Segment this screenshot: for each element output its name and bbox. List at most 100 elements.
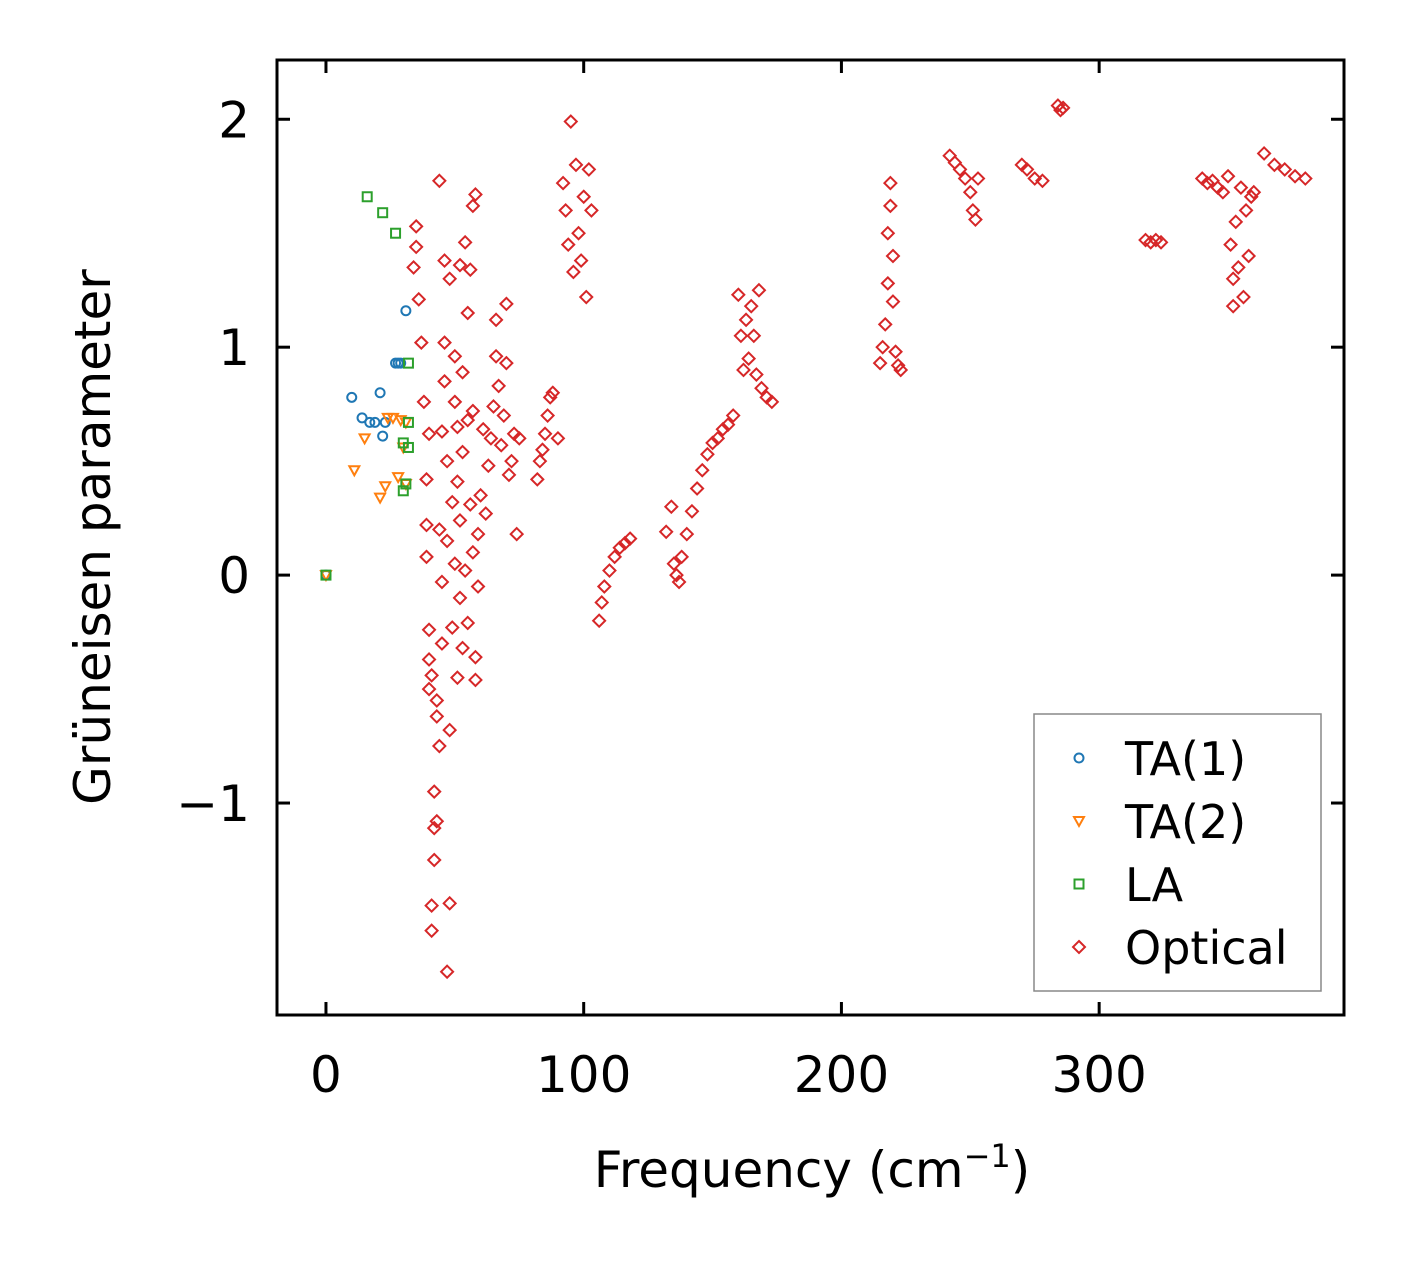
- point-optical: [449, 670, 465, 686]
- point-ta-2: [357, 433, 372, 446]
- point-optical: [488, 348, 504, 364]
- point-optical: [568, 157, 584, 173]
- point-optical: [431, 173, 447, 189]
- point-optical: [529, 471, 545, 487]
- legend-label-la: LA: [1125, 858, 1184, 912]
- point-optical: [509, 526, 525, 542]
- point-optical: [421, 426, 437, 442]
- point-optical: [540, 408, 556, 423]
- point-la: [320, 569, 332, 581]
- point-optical: [1241, 248, 1257, 264]
- point-ta-2: [373, 492, 387, 505]
- point-optical: [596, 579, 612, 594]
- point-optical: [877, 316, 893, 332]
- y-axis-ticks: −1 0 1 2: [176, 91, 1344, 833]
- point-optical: [746, 328, 762, 344]
- plot-frame: [275, 58, 1346, 1017]
- y-tick-label: 0: [218, 547, 250, 605]
- point-optical: [736, 362, 751, 378]
- point-optical: [658, 524, 674, 540]
- point-optical: [888, 344, 903, 360]
- point-la: [361, 191, 373, 203]
- point-optical: [429, 709, 445, 724]
- point-optical: [1233, 180, 1249, 196]
- point-optical: [406, 259, 422, 275]
- point-optical: [1027, 171, 1043, 186]
- point-optical: [970, 171, 986, 186]
- point-optical: [439, 453, 455, 469]
- point-optical: [565, 264, 581, 280]
- legend-marker-la: [1073, 878, 1085, 890]
- point-optical: [754, 380, 769, 396]
- point-optical: [486, 399, 501, 414]
- point-optical: [465, 403, 481, 419]
- point-optical: [751, 282, 767, 298]
- point-optical: [957, 171, 973, 186]
- point-optical: [1055, 100, 1071, 116]
- point-optical: [622, 531, 638, 547]
- point-ta-1: [374, 387, 386, 399]
- point-optical: [1225, 271, 1241, 287]
- point-optical: [504, 453, 519, 469]
- point-optical: [442, 722, 458, 738]
- point-optical: [880, 225, 896, 241]
- point-optical: [452, 512, 468, 528]
- point-optical: [671, 574, 687, 590]
- point-optical: [1220, 168, 1236, 184]
- point-optical: [563, 114, 579, 129]
- point-optical: [465, 198, 481, 214]
- point-optical: [498, 296, 514, 312]
- point-optical: [1035, 173, 1050, 189]
- point-optical: [573, 253, 589, 268]
- point-optical: [452, 590, 468, 606]
- point-optical: [1223, 237, 1239, 253]
- point-optical: [748, 367, 764, 382]
- point-optical: [452, 257, 468, 273]
- point-optical: [617, 535, 633, 551]
- point-optical: [449, 419, 465, 435]
- point-ta-1: [364, 416, 376, 428]
- point-optical: [413, 335, 429, 351]
- point-optical: [455, 444, 470, 460]
- point-ta-2: [378, 481, 392, 494]
- point-optical: [591, 613, 607, 629]
- point-la: [397, 485, 409, 497]
- point-optical: [743, 298, 759, 314]
- point-optical: [1236, 289, 1251, 305]
- point-optical: [555, 175, 571, 191]
- point-optical: [444, 620, 460, 635]
- point-optical: [1215, 184, 1231, 200]
- point-optical: [442, 271, 458, 287]
- y-tick-label: 2: [218, 91, 250, 149]
- point-optical: [470, 579, 486, 594]
- point-optical: [741, 351, 757, 366]
- point-optical: [537, 426, 553, 442]
- point-optical: [1297, 171, 1313, 186]
- point-ta-2: [391, 472, 405, 485]
- point-optical: [699, 446, 715, 462]
- point-optical: [1153, 234, 1169, 250]
- point-optical: [890, 358, 906, 373]
- point-optical: [447, 394, 463, 410]
- point-optical: [1225, 298, 1241, 314]
- point-optical: [426, 784, 442, 800]
- point-ta-1: [369, 416, 381, 428]
- point-optical: [545, 385, 561, 401]
- point-optical: [468, 649, 483, 665]
- point-optical: [720, 417, 736, 433]
- point-optical: [1230, 259, 1246, 275]
- point-optical: [962, 184, 978, 200]
- point-la: [377, 207, 389, 219]
- point-optical: [679, 526, 695, 542]
- point-optical: [1228, 214, 1244, 230]
- point-la: [390, 227, 402, 239]
- legend-label-ta-1: TA(1): [1124, 732, 1246, 786]
- point-optical: [496, 408, 512, 423]
- point-optical: [460, 615, 476, 631]
- point-optical: [715, 421, 731, 437]
- point-optical: [455, 364, 470, 380]
- point-optical: [429, 693, 445, 708]
- point-optical: [478, 506, 494, 521]
- point-optical: [542, 389, 558, 405]
- point-optical: [488, 312, 504, 328]
